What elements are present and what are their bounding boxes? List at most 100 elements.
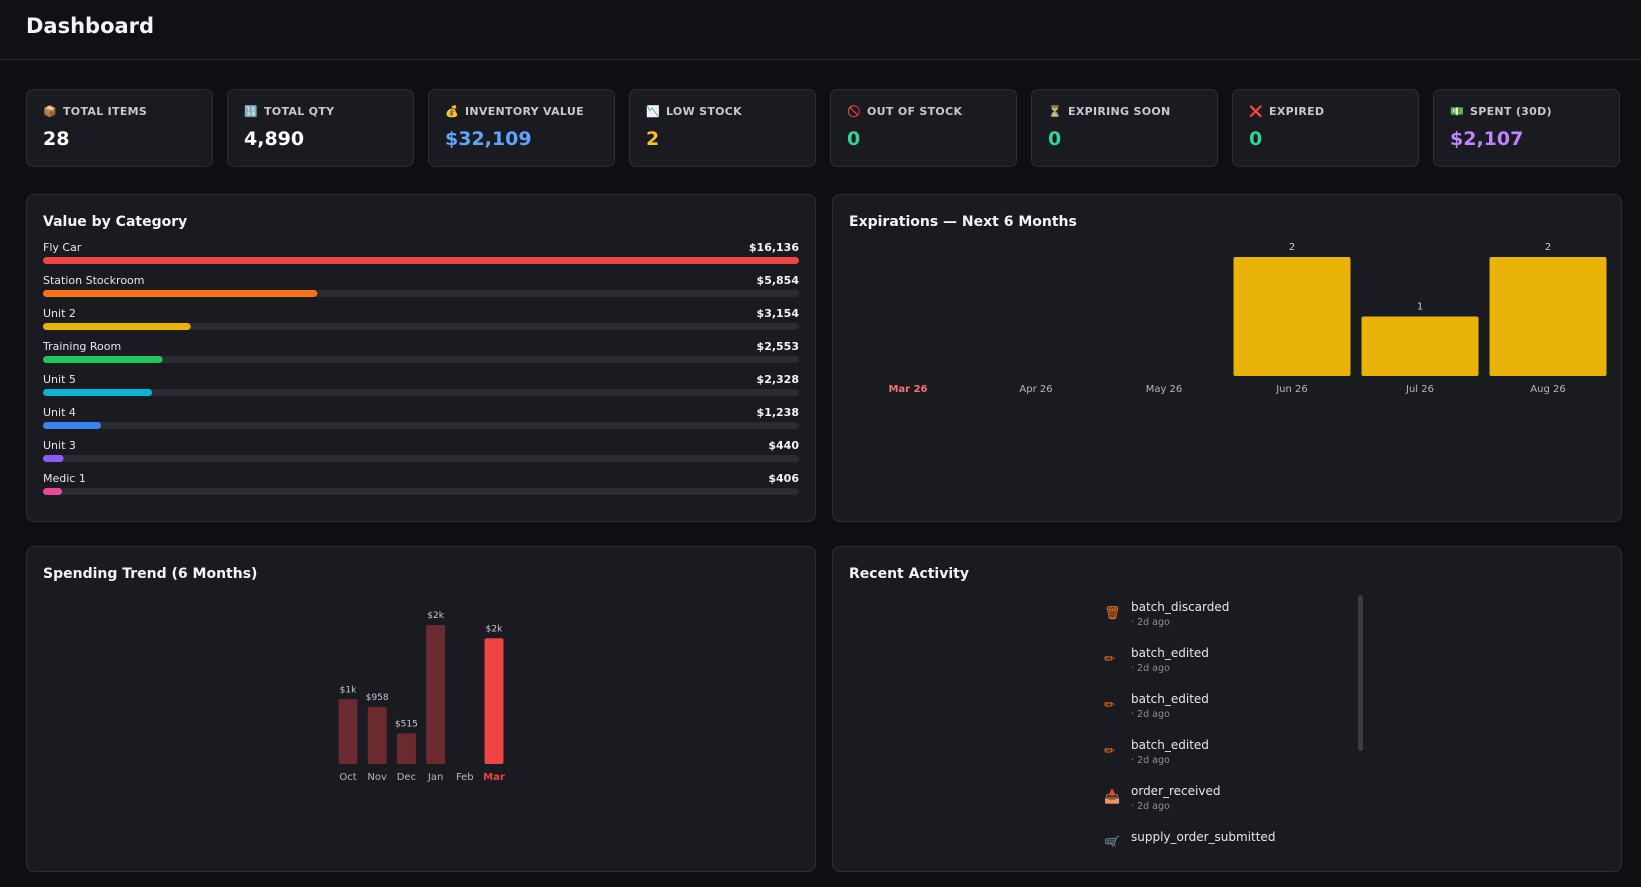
bar-track: [43, 488, 799, 495]
value-label: $515: [395, 719, 418, 729]
stat-label-row: 🔢 TOTAL QTY: [244, 105, 340, 118]
stat-value: 2: [646, 128, 660, 150]
bar: [338, 699, 358, 764]
bar: [1489, 257, 1607, 376]
activity-list: Recent Activity 🗑 batch_discarded · 2d ago ✏…: [849, 566, 1383, 871]
stat-icon: 💵: [1450, 105, 1464, 118]
stat-value: 0: [847, 128, 861, 150]
stat-card: 🚫 OUT OF STOCK 0: [830, 89, 1017, 167]
category-chart: Value by Category Fly Car $16,136 Station S…: [42, 214, 800, 495]
category-label: Fly Car: [43, 241, 82, 254]
bar: [43, 455, 64, 462]
activity-icon: 🗑: [1104, 605, 1121, 621]
activity-time: · 2d ago: [1131, 617, 1170, 628]
value-label: $1,238: [757, 406, 799, 419]
value-label: $440: [768, 439, 799, 452]
bar: [1233, 257, 1351, 376]
activity-name: batch_edited: [1131, 692, 1209, 706]
x-tick-label: Jul 26: [1405, 384, 1434, 395]
x-tick-label: Feb: [456, 772, 474, 783]
header: Dashboard: [0, 0, 1641, 60]
stat-card: 💰 INVENTORY VALUE $32,109: [428, 89, 615, 167]
stat-label-row: 💰 INVENTORY VALUE: [445, 105, 590, 118]
activity-panel: Recent Activity 🗑 batch_discarded · 2d ago ✏…: [832, 546, 1622, 872]
value-label: $2k: [486, 624, 503, 634]
stat-label: INVENTORY VALUE: [465, 105, 584, 118]
category-label: Station Stockroom: [43, 274, 145, 287]
list-fade: [1083, 847, 1383, 871]
category-label: Unit 2: [43, 307, 76, 320]
activity-icon: ✏: [1104, 744, 1115, 759]
value-label: $958: [366, 693, 389, 703]
page-title: Dashboard: [26, 14, 155, 38]
activity-icon: ✏: [1104, 698, 1115, 713]
bar: [426, 625, 446, 764]
bar: [396, 733, 416, 764]
panel-title: Spending Trend (6 Months): [43, 566, 257, 582]
stat-value: 4,890: [244, 128, 305, 150]
stat-label: EXPIRED: [1269, 105, 1325, 118]
stat-card: 💵 SPENT (30D) $2,107: [1433, 89, 1620, 167]
stat-label-row: 💵 SPENT (30D): [1450, 105, 1558, 118]
value-label: $5,854: [757, 274, 800, 287]
stat-icon: ⏳: [1048, 105, 1062, 118]
stat-icon: 📉: [646, 105, 660, 118]
activity-name: batch_edited: [1131, 738, 1209, 752]
stat-card: ⏳ EXPIRING SOON 0: [1031, 89, 1218, 167]
category-label: Unit 4: [43, 406, 76, 419]
stat-label: SPENT (30D): [1470, 105, 1552, 118]
x-tick-label: Dec: [397, 772, 416, 783]
x-tick-label: Jun 26: [1275, 384, 1308, 395]
x-tick-label: Jan: [427, 772, 443, 783]
stat-value: 28: [43, 128, 70, 150]
x-tick-label: Mar: [483, 772, 505, 783]
value-label: 2: [1545, 242, 1551, 253]
category-label: Medic 1: [43, 472, 86, 485]
panel-title: Value by Category: [43, 214, 187, 230]
bar-track: [43, 455, 799, 462]
value-label: $2,553: [757, 340, 799, 353]
stat-icon: ❌: [1249, 105, 1263, 118]
bar: [484, 638, 504, 764]
bar: [367, 706, 387, 764]
bar-track: [43, 389, 799, 396]
bar: [43, 422, 102, 429]
activity-time: · 2d ago: [1131, 709, 1170, 720]
value-label: $1k: [340, 685, 357, 695]
activity-name: batch_discarded: [1131, 600, 1229, 614]
panel-title: Recent Activity: [849, 566, 969, 582]
bar: [1361, 316, 1479, 376]
x-tick-label: Aug 26: [1530, 384, 1565, 395]
stat-icon: 🚫: [847, 105, 861, 118]
panel-title: Expirations — Next 6 Months: [849, 214, 1077, 230]
stat-label: LOW STOCK: [666, 105, 743, 118]
stat-label: TOTAL ITEMS: [63, 105, 148, 118]
value-label: $16,136: [749, 241, 799, 254]
stat-card: ❌ EXPIRED 0: [1232, 89, 1419, 167]
bar: [43, 488, 63, 495]
expiration-chart: Expirations — Next 6 Months Mar 26 Apr 26 M…: [849, 214, 1607, 395]
x-tick-label: May 26: [1146, 384, 1183, 395]
stat-card: 📦 TOTAL ITEMS 28: [26, 89, 213, 167]
bar: [43, 356, 163, 363]
activity-name: batch_edited: [1131, 646, 1209, 660]
stat-value: $32,109: [445, 128, 532, 150]
activity-name: order_received: [1131, 784, 1220, 798]
stat-label: OUT OF STOCK: [867, 105, 963, 118]
category-panel: Value by Category Fly Car $16,136 Station S…: [26, 194, 816, 522]
stat-value: 0: [1249, 128, 1263, 150]
activity-icon: 📥: [1104, 789, 1120, 805]
value-label: $406: [768, 472, 799, 485]
stat-label-row: 📉 LOW STOCK: [646, 105, 748, 118]
value-label: 1: [1417, 302, 1423, 313]
stat-icon: 🔢: [244, 105, 258, 118]
value-label: $2k: [427, 611, 444, 621]
stat-value: $2,107: [1450, 128, 1524, 150]
bar: [43, 257, 799, 264]
spending-chart: Spending Trend (6 Months) $1k Oct $958 Nov $5…: [43, 566, 505, 783]
stat-label-row: ❌ EXPIRED: [1249, 105, 1330, 118]
value-label: 2: [1289, 242, 1295, 253]
stat-label-row: 📦 TOTAL ITEMS: [43, 105, 153, 118]
activity-icon: ✏: [1104, 652, 1115, 667]
